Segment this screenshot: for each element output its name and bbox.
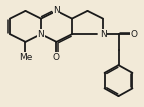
- Text: N: N: [38, 30, 44, 39]
- Text: N: N: [100, 30, 106, 39]
- Text: O: O: [130, 30, 138, 39]
- Text: Me: Me: [19, 53, 32, 62]
- Text: O: O: [53, 53, 60, 62]
- Text: N: N: [53, 6, 60, 15]
